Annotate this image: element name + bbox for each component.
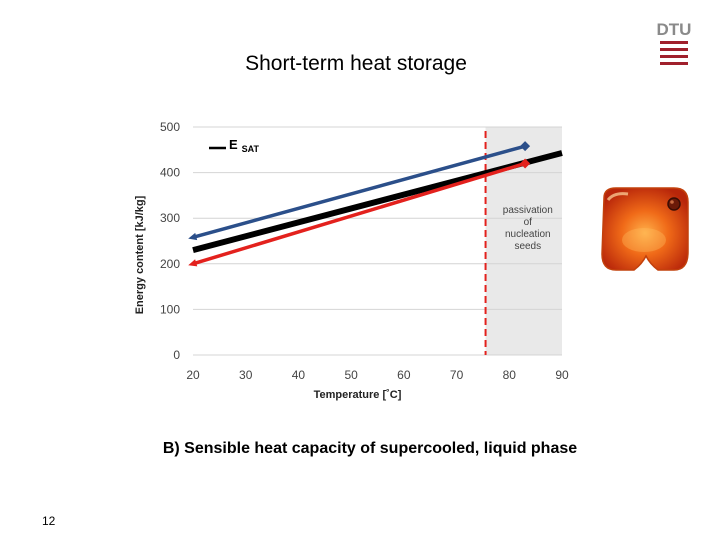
y-axis-label: Energy content [kJ/kg] bbox=[134, 195, 146, 314]
x-tick-label: 60 bbox=[397, 368, 411, 382]
x-tick-label: 80 bbox=[503, 368, 517, 382]
series-line-blue bbox=[192, 144, 526, 240]
y-tick-label: 200 bbox=[160, 257, 180, 271]
x-tick-label: 50 bbox=[344, 368, 358, 382]
y-tick-label: 400 bbox=[160, 166, 180, 180]
series-marker bbox=[520, 158, 531, 169]
y-tick-label: 500 bbox=[160, 120, 180, 134]
energy-chart: 0 100 200 300 400 500 20 30 40 50 60 70 80 90 E SAT T… bbox=[134, 120, 569, 401]
y-tick-label: 100 bbox=[160, 302, 180, 316]
series-line-red bbox=[192, 161, 526, 266]
slide-title: Short-term heat storage bbox=[245, 52, 467, 75]
passivation-annotation: passivation of nucleation seeds bbox=[503, 205, 553, 252]
legend-label: E SAT bbox=[229, 137, 260, 154]
x-tick-label: 40 bbox=[292, 368, 306, 382]
series-marker bbox=[520, 141, 531, 152]
x-axis-label: Temperature [˚C] bbox=[314, 389, 402, 401]
x-tick-label: 70 bbox=[450, 368, 464, 382]
x-tick-label: 20 bbox=[186, 368, 200, 382]
series-marker bbox=[188, 259, 198, 267]
dtu-logo: DTU bbox=[657, 20, 692, 65]
series-marker bbox=[188, 232, 198, 241]
chart-caption: B) Sensible heat capacity of supercooled… bbox=[162, 440, 578, 457]
x-tick-label: 30 bbox=[239, 368, 253, 382]
y-tick-label: 0 bbox=[173, 348, 180, 362]
dtu-logo-text: DTU bbox=[657, 20, 692, 39]
hand-warmer-pack-image bbox=[594, 182, 694, 282]
x-tick-label: 90 bbox=[555, 368, 569, 382]
page-number: 12 bbox=[42, 514, 56, 528]
y-tick-label: 300 bbox=[160, 211, 180, 225]
